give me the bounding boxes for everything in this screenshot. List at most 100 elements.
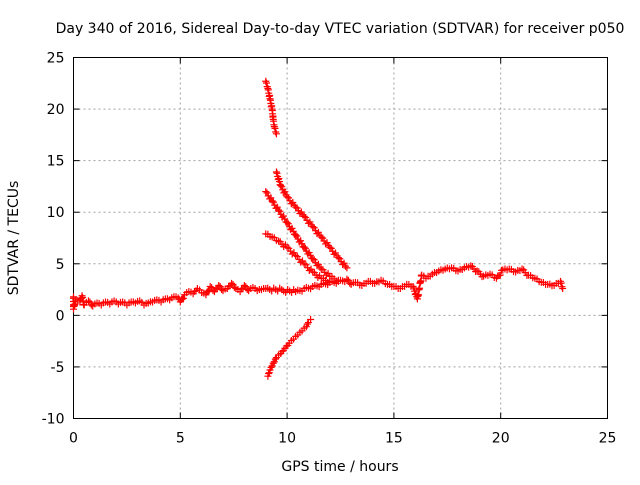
data-point — [277, 181, 285, 189]
data-point — [180, 294, 188, 302]
data-point — [228, 279, 236, 287]
grid — [73, 57, 608, 419]
x-tick-label: 15 — [385, 431, 403, 447]
data-point — [297, 258, 305, 266]
data-point — [292, 203, 300, 211]
data-point — [300, 243, 308, 251]
data-point — [265, 370, 273, 378]
data-point — [281, 215, 289, 223]
data-point — [272, 168, 280, 176]
data-point — [276, 207, 284, 215]
data-point — [559, 285, 567, 293]
chart-title: Day 340 of 2016, Sidereal Day-to-day VTE… — [56, 21, 625, 37]
data-point — [307, 315, 315, 323]
data-point — [297, 237, 305, 245]
x-tick-label: 5 — [176, 431, 185, 447]
data-point — [273, 203, 281, 211]
data-point — [409, 282, 417, 290]
data-point — [293, 232, 301, 240]
data-point — [215, 281, 223, 289]
x-tick-label: 0 — [69, 431, 78, 447]
data-point — [309, 268, 317, 276]
data-point — [262, 77, 270, 85]
x-tick-label: 10 — [278, 431, 296, 447]
data-point — [303, 320, 311, 328]
data-point — [263, 189, 271, 197]
data-point — [272, 128, 280, 136]
data-point — [283, 243, 291, 251]
data-point — [300, 260, 308, 268]
series-main-band — [70, 262, 567, 313]
data-point — [289, 227, 297, 235]
data-point — [467, 262, 475, 270]
data-point — [557, 279, 565, 287]
data-point — [275, 237, 283, 245]
series-descending-upper — [272, 168, 351, 272]
data-point — [275, 206, 283, 214]
data-point — [269, 359, 277, 367]
data-point — [270, 123, 278, 131]
x-axis-label: GPS time / hours — [281, 459, 398, 475]
data-point — [317, 265, 325, 273]
data-point — [230, 283, 238, 291]
data-point — [322, 271, 330, 279]
data-point — [496, 271, 504, 279]
y-axis-label: SDTVAR / TECUs — [6, 181, 22, 296]
y-tick-label: 20 — [47, 102, 65, 118]
y-tick-label: 15 — [47, 154, 65, 170]
data-point — [558, 283, 566, 291]
data-point — [284, 220, 292, 228]
data-point — [288, 224, 296, 232]
series-descending-lower — [262, 230, 334, 286]
series-arc-negative — [264, 315, 315, 380]
y-tick-label: 5 — [56, 257, 65, 273]
data-point — [288, 250, 296, 258]
data-point — [267, 363, 275, 371]
data-point — [262, 79, 270, 87]
data-point — [343, 264, 351, 272]
data-point — [317, 233, 325, 241]
data-point — [275, 174, 283, 182]
data-point — [283, 193, 291, 201]
data-point — [334, 254, 342, 262]
data-point — [273, 169, 281, 177]
data-point — [87, 301, 95, 309]
data-point — [271, 124, 279, 132]
data-point — [178, 295, 186, 303]
data-point — [268, 197, 276, 205]
data-point — [518, 265, 526, 273]
data-point — [292, 231, 300, 239]
data-point — [267, 194, 275, 202]
data-point — [473, 267, 481, 275]
data-point — [243, 285, 251, 293]
data-point — [262, 188, 270, 196]
data-point — [272, 130, 280, 138]
data-point — [206, 282, 214, 290]
series-descending-middle — [262, 188, 342, 285]
data-point — [283, 219, 291, 227]
data-point — [334, 276, 342, 284]
data-point — [300, 212, 308, 220]
x-tick-label: 25 — [599, 431, 617, 447]
data-point — [281, 188, 289, 196]
data-point — [84, 297, 92, 305]
y-tick-label: -5 — [51, 360, 65, 376]
data-point — [278, 183, 286, 191]
y-tick-label: 10 — [47, 205, 65, 221]
y-tick-label: 0 — [56, 308, 65, 324]
axis-ticks: 0 5 10 15 20 25 -10 -5 0 5 10 15 20 25 — [42, 51, 617, 447]
data-point — [240, 281, 248, 289]
data-point — [298, 240, 306, 248]
y-tick-label: 25 — [47, 51, 65, 67]
data-point — [341, 262, 349, 270]
data-point — [309, 223, 317, 231]
data-point — [271, 355, 279, 363]
data-point — [275, 178, 283, 186]
data-point — [292, 252, 300, 260]
data-point — [326, 277, 334, 285]
x-tick-label: 20 — [492, 431, 510, 447]
data-point — [263, 83, 271, 91]
data-point — [309, 255, 317, 263]
